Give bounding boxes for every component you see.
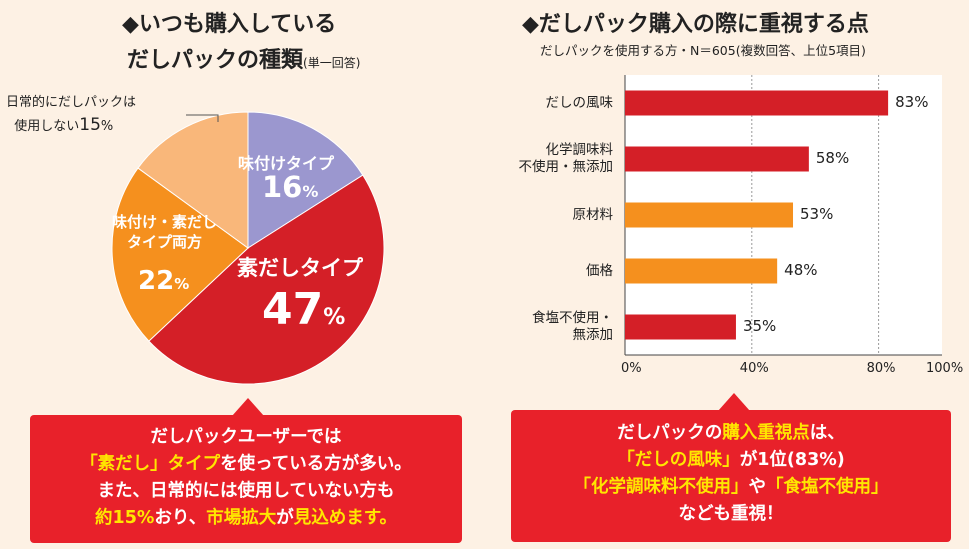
bar-category-label: 価格 [586,262,613,279]
pie-slice-1 [148,174,385,385]
pie-slice-2 [111,167,249,342]
right-title: ◆だしパック購入の際に重視する点 [522,12,869,37]
left-title-note: (単一回答) [303,56,361,70]
bar-value-label: 58% [815,149,850,167]
callout-left-line3: また、日常的には使用していない方も [97,481,395,501]
callout-right-line2: 「だしの風味」が1位(83%) [617,450,845,470]
bar-category-label: だしの風味 [545,94,614,111]
bar-category-label: 化学調味料 不使用・無添加 [518,142,614,175]
bar-category-label: 食塩不使用・ 無添加 [532,310,613,343]
bar-value-label: 48% [784,261,818,279]
right-subtitle: だしパックを使用する方・N＝605(複数回答、上位5項目) [540,43,866,58]
callout-left-pointer [232,398,264,416]
bar-1 [625,146,809,172]
callout-left-line2: 「素だし」タイプを使っている方が多い。 [80,454,412,474]
callout-right: だしパックの購入重視点は、 「だしの風味」が1位(83%) 「化学調味料不使用」… [511,410,951,542]
bar-value-label: 35% [742,317,777,335]
pie-slice-3 [137,111,249,249]
bar-3 [625,258,778,284]
bar-value-label: 53% [800,205,834,223]
bar-tick-label: 40% [739,361,769,376]
bar-4 [625,314,736,340]
callout-right-line3: 「化学調味料不使用」や「食塩不使用」 [573,477,889,497]
pie-pct-both: 22% [138,266,190,296]
pie-pct-ajitsuke: 16% [262,170,319,204]
bar-0 [625,90,889,116]
bar-2 [625,202,794,228]
bar-tick-label: 0% [621,361,642,376]
bar-category-label: 原材料 [572,206,614,223]
callout-left-line4: 約15%おり、市場拡大が見込めます。 [95,508,397,528]
bar-tick-label: 80% [866,361,896,376]
left-title-line2: だしパックの種類(単一回答) [127,48,361,73]
callout-right-line1: だしパックの購入重視点は、 [617,423,845,443]
callout-right-line4: なども重視！ [678,504,784,524]
pie-slice-0 [247,111,364,249]
pie-label-both: 味付け・素だし タイプ両方 [112,213,218,251]
callout-left: だしパックユーザーでは 「素だし」タイプを使っている方が多い。 また、日常的には… [30,415,462,543]
pie-label-ajitsuke: 味付けタイプ [238,154,335,173]
pie-label-sudashi: 素だしタイプ [237,256,363,280]
pie-pct-sudashi: 47% [262,284,346,335]
left-title-line1: ◆いつも購入している [122,12,337,37]
bar-value-label: 83% [895,93,929,111]
callout-right-pointer [718,393,750,411]
pie-label-unused: 日常的にだしパックは 使用しない15% [6,95,137,135]
pie-leader-line [186,114,219,122]
callout-left-line1: だしパックユーザーでは [150,427,342,447]
bar-tick-label: 100% [926,361,964,376]
